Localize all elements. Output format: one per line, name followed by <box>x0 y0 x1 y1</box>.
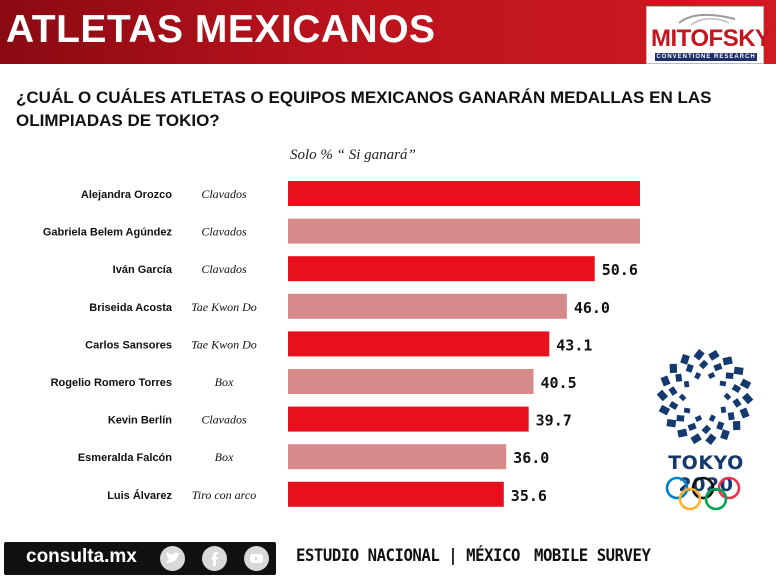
sport-label: Tae Kwon Do <box>191 337 257 351</box>
survey-label: MOBILE SURVEY <box>534 546 651 566</box>
emblem-tile <box>739 378 752 390</box>
value-label: 50.6 <box>602 261 638 279</box>
emblem-tile <box>680 353 690 365</box>
emblem-tile <box>705 433 717 445</box>
emblem-tile <box>658 404 671 416</box>
emblem-tile <box>713 363 723 372</box>
emblem-tile <box>669 363 678 374</box>
study-label: ESTUDIO NACIONAL | MÉXICO <box>296 546 520 566</box>
emblem-tile <box>668 386 678 396</box>
emblem-tile <box>678 393 687 402</box>
emblem-tile <box>722 356 733 366</box>
emblem-tile <box>719 380 727 387</box>
twitter-icon[interactable] <box>160 546 185 571</box>
emblem-tile <box>683 380 690 388</box>
chart-subtitle: Solo % “ Si ganará” <box>290 147 416 163</box>
emblem-tile <box>693 349 705 361</box>
emblem-tile <box>685 363 694 373</box>
olympic-rings-icon <box>665 476 741 511</box>
emblem-tile <box>683 407 691 414</box>
sport-label: Clavados <box>201 187 247 201</box>
facebook-icon[interactable] <box>202 546 227 571</box>
youtube-icon[interactable] <box>244 546 269 571</box>
emblem-tile <box>741 392 754 405</box>
logo-subtext: CONVENTIONE RESEARCH <box>655 53 757 61</box>
emblem-tile <box>660 375 671 387</box>
athlete-label: Alejandra Orozco <box>81 189 172 201</box>
sport-label: Clavados <box>201 225 247 239</box>
emblem-tile <box>677 428 688 438</box>
logo-swoosh-icon <box>678 13 736 26</box>
athlete-label: Gabriela Belem Agúndez <box>43 227 173 239</box>
emblem-tile <box>723 392 732 401</box>
athlete-label: Briseida Acosta <box>89 302 173 314</box>
value-label: 36.0 <box>513 449 549 467</box>
emblem-tile <box>694 372 702 380</box>
emblem-tile <box>708 349 720 361</box>
sport-label: Clavados <box>201 262 247 276</box>
bar <box>288 181 640 206</box>
bar-chart: Alejandra OrozcoClavados64.5Gabriela Bel… <box>43 181 640 507</box>
emblem-tile <box>676 414 685 422</box>
emblem-tile <box>716 421 725 431</box>
athlete-label: Luis Álvarez <box>107 489 172 502</box>
sport-label: Box <box>215 450 234 464</box>
value-label: 39.7 <box>536 412 572 430</box>
sport-label: Box <box>215 375 234 389</box>
value-label: 40.5 <box>541 374 577 392</box>
bar <box>288 293 567 319</box>
emblem-tile <box>666 419 677 428</box>
footer-site-link[interactable]: consulta.mx <box>26 546 137 567</box>
value-label: 35.6 <box>511 487 547 505</box>
emblem-tile <box>675 373 683 382</box>
mitofsky-logo: MITOFSKY CONVENTIONE RESEARCH <box>646 6 771 64</box>
athlete-label: Kevin Berlín <box>108 415 172 427</box>
emblem-tile <box>720 429 730 441</box>
bar <box>288 331 550 357</box>
sport-label: Clavados <box>201 413 247 427</box>
bar <box>288 406 529 432</box>
value-label: 46.0 <box>574 299 610 317</box>
emblem-tile <box>694 414 703 422</box>
logo-text: MITOFSKY <box>651 25 771 52</box>
bar <box>288 256 595 282</box>
page-title: ATLETAS MEXICANOS <box>6 8 436 51</box>
sport-label: Tiro con arco <box>192 488 256 502</box>
emblem-tile <box>725 372 734 380</box>
emblem-tile <box>731 383 742 393</box>
bar <box>288 444 507 470</box>
emblem-tile <box>739 407 750 419</box>
athlete-label: Carlos Sansores <box>85 339 172 351</box>
athlete-label: Esmeralda Falcón <box>78 452 172 464</box>
sport-label: Tae Kwon Do <box>191 300 257 314</box>
emblem-tile <box>698 359 709 370</box>
emblem-tile <box>727 412 735 421</box>
emblem-tile <box>732 398 742 408</box>
bar <box>288 481 504 507</box>
emblem-tile <box>733 366 744 375</box>
footer-band <box>4 542 276 575</box>
emblem-tile <box>687 422 697 431</box>
emblem-tile <box>668 401 679 411</box>
emblem-tile <box>720 406 727 414</box>
survey-question: ¿CUÁL O CUÁLES ATLETAS O EQUIPOS MEXICAN… <box>16 88 712 130</box>
emblem-tile <box>732 420 741 431</box>
bar <box>288 369 534 394</box>
emblem-tile <box>656 389 669 402</box>
emblem-tile <box>701 424 712 435</box>
emblem-tile <box>707 372 716 380</box>
value-label: 43.1 <box>556 336 592 354</box>
athlete-label: Rogelio Romero Torres <box>51 377 172 389</box>
bar <box>288 218 640 244</box>
athlete-label: Iván García <box>113 264 173 276</box>
emblem-tile <box>708 414 716 422</box>
emblem-tile <box>690 433 702 445</box>
tokyo-2020-emblem <box>656 349 754 445</box>
